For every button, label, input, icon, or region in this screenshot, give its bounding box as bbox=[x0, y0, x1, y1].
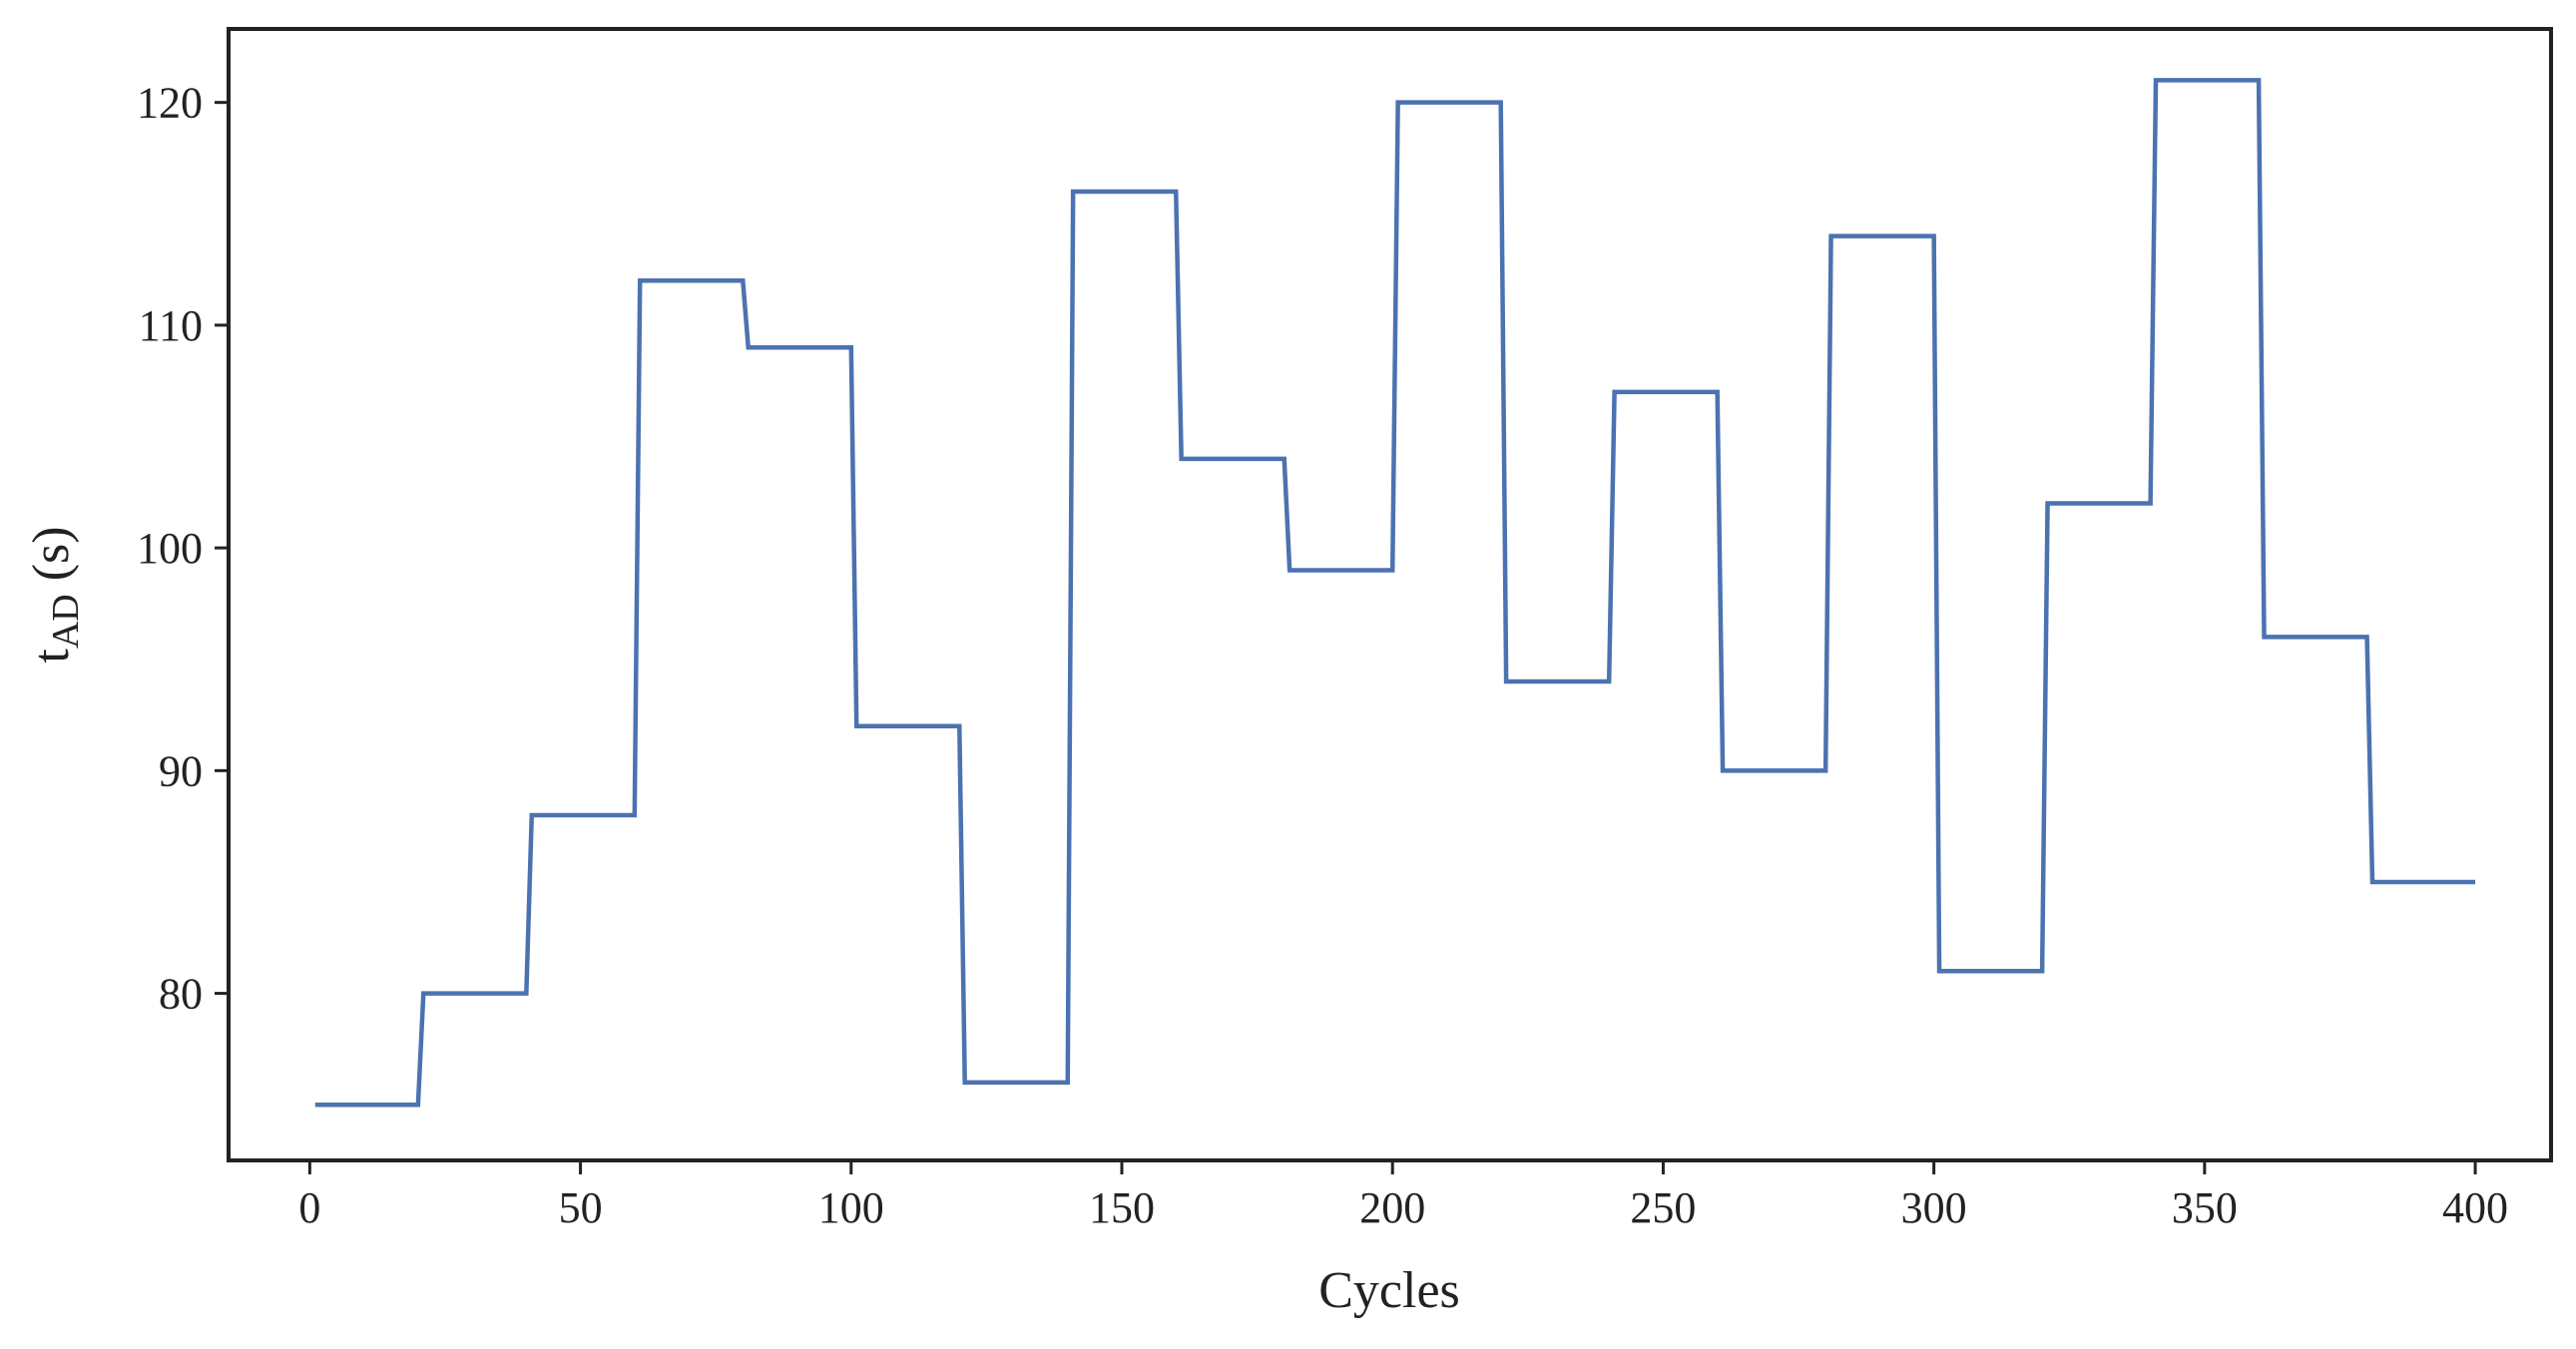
x-tick-label: 400 bbox=[2442, 1183, 2508, 1232]
y-axis-label: tAD (s) bbox=[23, 526, 87, 663]
y-tick-label: 80 bbox=[159, 970, 203, 1019]
x-tick-label: 250 bbox=[1630, 1183, 1696, 1232]
x-axis-label: Cycles bbox=[1318, 1262, 1460, 1319]
x-tick-label: 50 bbox=[559, 1183, 603, 1232]
y-axis: 80 90 100 110 120 bbox=[137, 79, 229, 1019]
y-tick-label: 100 bbox=[137, 524, 203, 573]
x-tick-label: 200 bbox=[1359, 1183, 1425, 1232]
x-tick-label: 300 bbox=[1901, 1183, 1967, 1232]
y-tick-label: 120 bbox=[137, 79, 203, 128]
plot-frame bbox=[227, 27, 2553, 1162]
y-tick-label: 90 bbox=[159, 746, 203, 795]
x-tick-label: 150 bbox=[1089, 1183, 1155, 1232]
x-axis: 0 50 100 150 200 250 300 350 400 bbox=[298, 1160, 2508, 1232]
y-axis-label-main: t bbox=[23, 649, 80, 664]
y-axis-label-subscript: AD bbox=[45, 594, 87, 649]
x-tick-label: 350 bbox=[2172, 1183, 2238, 1232]
y-axis-label-unit: (s) bbox=[23, 526, 80, 594]
x-tick-label: 100 bbox=[818, 1183, 884, 1232]
y-tick-label: 110 bbox=[139, 301, 203, 350]
series-line bbox=[314, 78, 2476, 1108]
x-tick-label: 0 bbox=[298, 1183, 320, 1232]
